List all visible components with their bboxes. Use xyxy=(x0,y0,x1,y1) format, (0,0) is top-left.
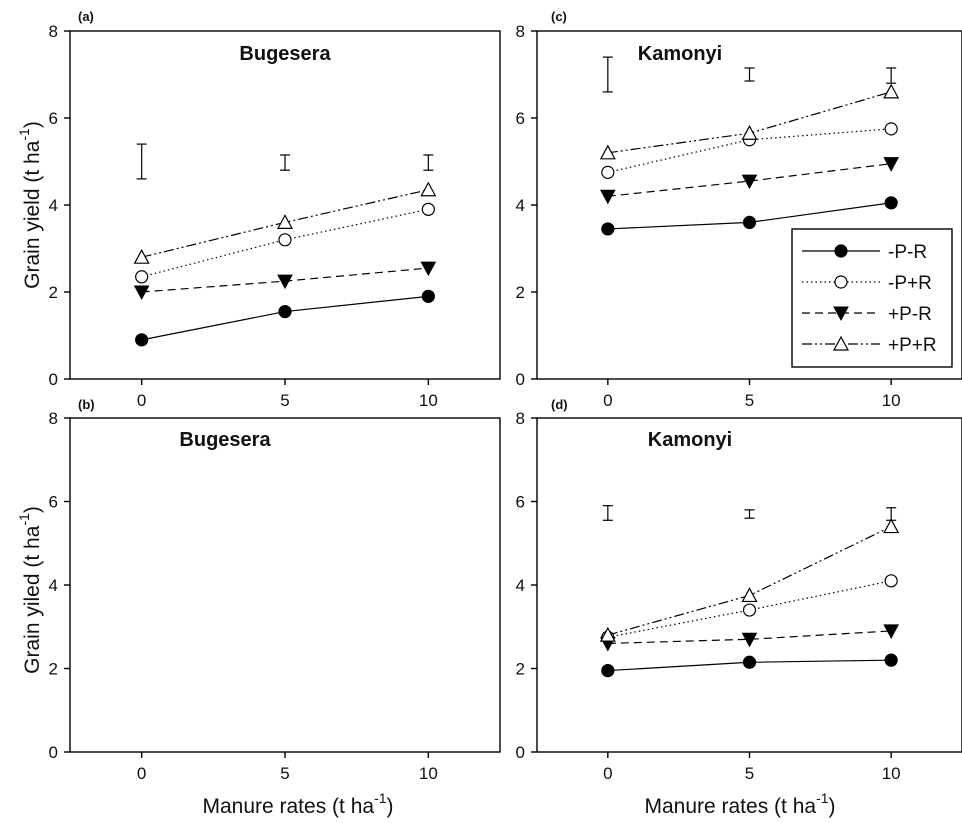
data-point xyxy=(133,285,150,301)
panel-tag: (a) xyxy=(78,9,94,24)
series-line xyxy=(607,526,892,636)
data-point xyxy=(883,624,900,639)
series-line xyxy=(607,630,892,645)
y-tick-label: 2 xyxy=(49,283,58,302)
x-axis-title-left: Manure rates (t ha-1) xyxy=(202,790,393,818)
y-tick-label: 8 xyxy=(516,409,525,428)
y-tick-label: 2 xyxy=(49,660,58,679)
data-point xyxy=(883,518,900,534)
data-point xyxy=(421,289,435,303)
data-point xyxy=(601,165,615,179)
legend: -P-R -P+R +P-R +P+R xyxy=(791,228,953,368)
data-point xyxy=(421,202,435,216)
data-point xyxy=(883,83,900,99)
panel-title: Kamonyi xyxy=(648,429,732,451)
data-point xyxy=(276,214,294,229)
series-line xyxy=(607,163,892,197)
data-point xyxy=(884,196,898,210)
data-point xyxy=(741,632,758,648)
x-tick-label: 10 xyxy=(419,391,438,410)
y-tick-label: 2 xyxy=(516,283,525,302)
data-point xyxy=(741,174,758,190)
data-point xyxy=(599,626,616,642)
legend-marker xyxy=(834,275,848,289)
data-point xyxy=(277,274,293,290)
data-point xyxy=(135,270,149,284)
x-axis-title-right: Manure rates (t ha-1) xyxy=(644,790,835,818)
panel-title: Bugesera xyxy=(179,429,271,451)
legend-marker xyxy=(832,335,850,351)
x-tick-label: 10 xyxy=(882,391,901,410)
y-tick-label: 2 xyxy=(516,660,525,679)
x-tick-label: 5 xyxy=(280,391,289,410)
y-tick-label: 4 xyxy=(516,196,525,215)
panel-title: Bugesera xyxy=(239,43,331,65)
y-axis-title-bottom: Grain yiled (t ha-1) xyxy=(16,506,44,674)
data-point xyxy=(135,333,149,347)
y-tick-label: 8 xyxy=(516,22,525,41)
chart-panel: 0 2 4 6 8 0 5 10 (a) Bugesera xyxy=(49,9,501,410)
x-tick-label: 10 xyxy=(419,764,438,783)
data-point xyxy=(741,124,758,140)
plot-frame xyxy=(69,30,501,380)
data-point xyxy=(884,122,898,136)
data-point xyxy=(742,603,757,617)
plot-frame xyxy=(536,417,962,753)
chart-panel: 0 2 4 6 8 0 5 10 (d) Kamonyi xyxy=(516,397,962,783)
data-point xyxy=(420,261,437,277)
data-point xyxy=(278,233,292,247)
legend-label: +P-R xyxy=(888,304,932,325)
data-point xyxy=(884,574,898,588)
x-tick-label: 5 xyxy=(745,391,754,410)
x-tick-label: 5 xyxy=(745,764,754,783)
y-tick-label: 0 xyxy=(49,370,58,389)
panel-tag: (b) xyxy=(78,397,95,412)
data-point xyxy=(420,181,437,197)
data-point xyxy=(742,215,757,229)
legend-marker xyxy=(834,244,848,258)
y-tick-label: 4 xyxy=(516,576,525,595)
y-tick-label: 8 xyxy=(49,409,58,428)
x-tick-label: 0 xyxy=(137,764,146,783)
data-point xyxy=(884,653,898,667)
y-tick-label: 6 xyxy=(516,493,525,512)
x-tick-label: 0 xyxy=(137,391,146,410)
data-point xyxy=(278,304,292,319)
x-tick-label: 0 xyxy=(603,764,612,783)
y-tick-label: 0 xyxy=(516,370,525,389)
data-point xyxy=(883,157,900,172)
legend-label: +P+R xyxy=(888,335,937,356)
data-point xyxy=(742,655,757,669)
y-tick-label: 8 xyxy=(49,22,58,41)
data-point xyxy=(741,587,758,603)
data-point xyxy=(601,663,615,678)
y-tick-label: 0 xyxy=(516,743,525,762)
plot-frame xyxy=(69,417,501,753)
chart-panel: 0 2 4 6 8 0 5 10 (c) Kamonyi xyxy=(516,9,962,410)
y-tick-label: 0 xyxy=(49,743,58,762)
y-tick-label: 6 xyxy=(516,109,525,128)
data-point xyxy=(133,248,150,264)
y-axis-title-top: Grain yield (t ha-1) xyxy=(16,121,44,289)
legend-label: -P+R xyxy=(888,273,932,294)
data-point xyxy=(599,144,616,160)
y-tick-label: 6 xyxy=(49,493,58,512)
y-tick-label: 6 xyxy=(49,109,58,128)
data-point xyxy=(599,189,616,205)
panel-title: Kamonyi xyxy=(638,43,722,65)
y-tick-label: 4 xyxy=(49,576,58,595)
legend-label: -P-R xyxy=(888,242,927,263)
x-tick-label: 5 xyxy=(280,764,289,783)
chart-panel: 0 2 4 6 8 0 5 10 (b) Bugesera xyxy=(49,397,501,783)
x-tick-label: 0 xyxy=(603,391,612,410)
data-point xyxy=(601,222,615,236)
x-tick-label: 10 xyxy=(882,764,901,783)
y-tick-label: 4 xyxy=(49,196,58,215)
panel-tag: (d) xyxy=(551,397,568,412)
panel-tag: (c) xyxy=(551,9,567,24)
legend-marker xyxy=(833,306,849,322)
